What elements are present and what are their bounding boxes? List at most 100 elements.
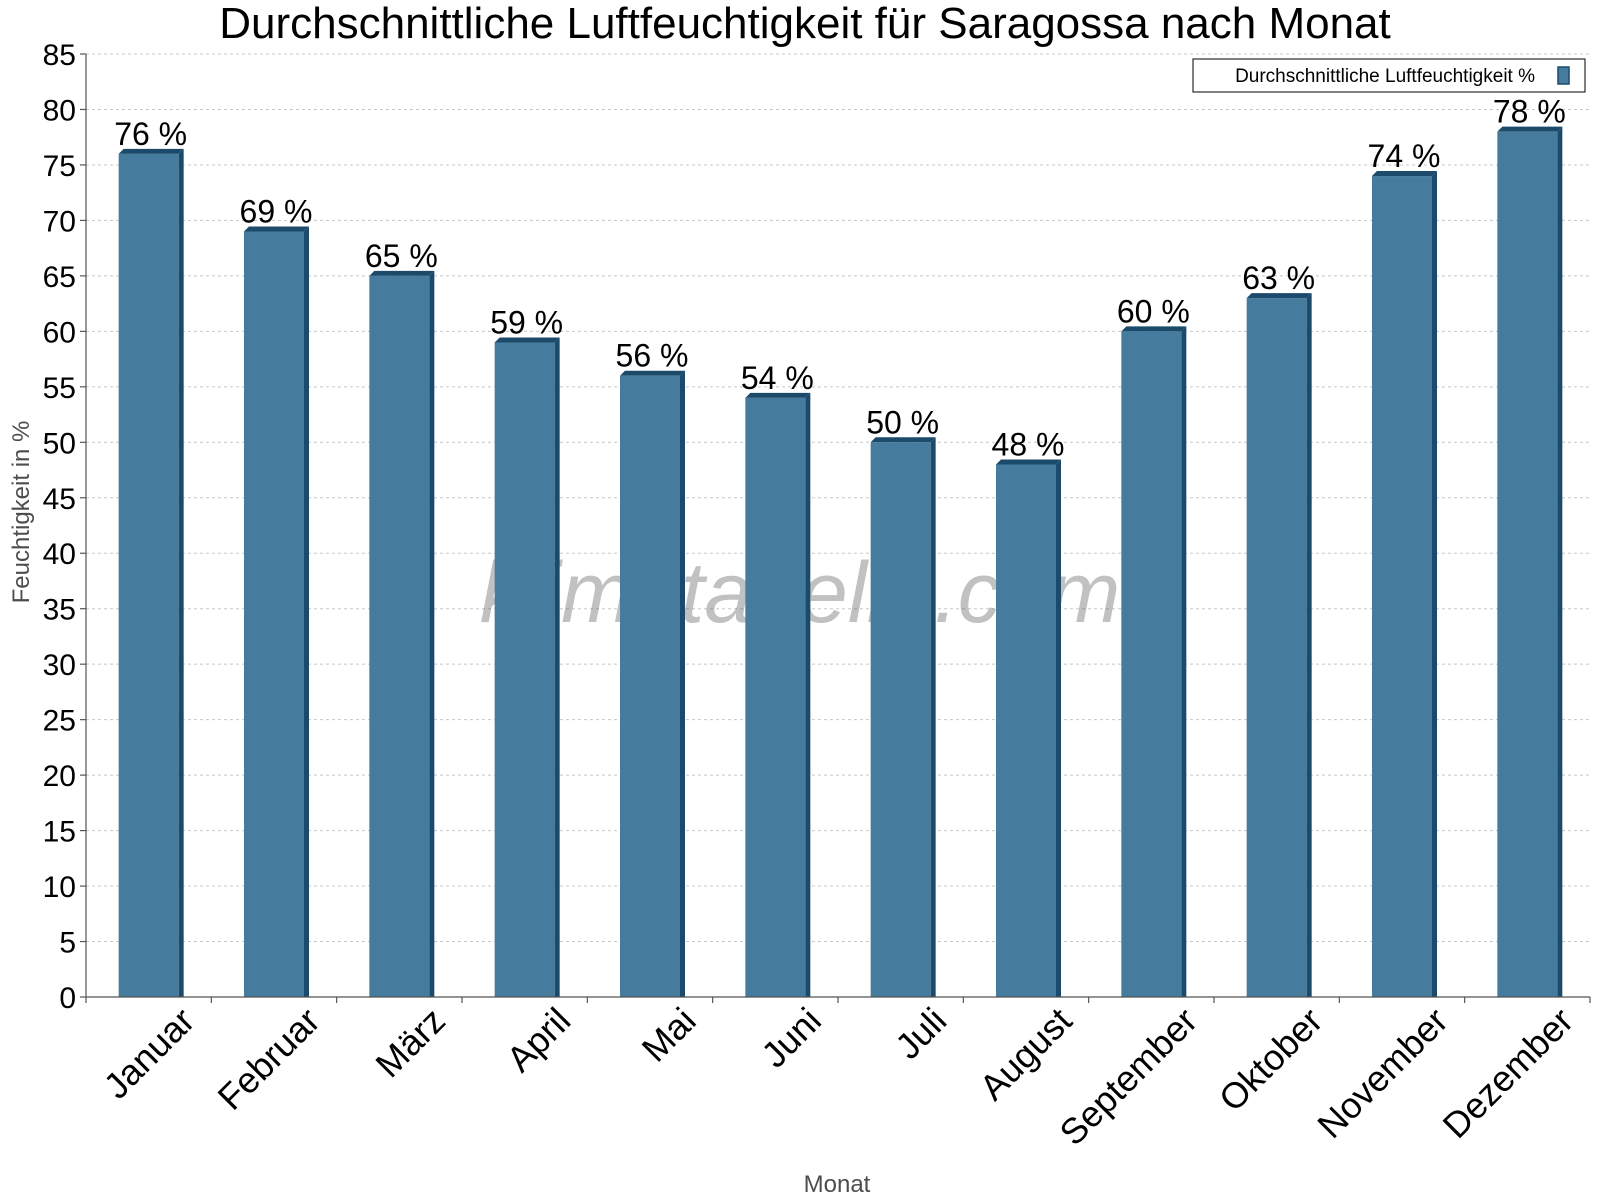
x-tick-label: September [1051,1000,1205,1154]
data-label: 59 % [490,304,563,340]
y-tick-label: 80 [43,94,76,127]
bar-side [178,148,184,998]
x-tick-label: April [498,1000,578,1080]
bar [1121,331,1182,998]
bar-side [1056,459,1061,997]
bar-group: 78 % [1493,94,1566,998]
y-tick-label: 10 [43,871,76,904]
x-tick-label: Juni [753,1000,829,1076]
data-label: 50 % [866,404,939,440]
bar [620,375,680,998]
data-label: 69 % [240,194,313,230]
chart-title: Durchschnittliche Luftfeuchtigkeit für S… [219,0,1391,48]
bar-top [870,437,936,443]
bar [369,275,430,998]
data-label: 60 % [1117,293,1190,329]
bar-side [304,226,309,998]
data-label: 78 % [1493,94,1566,130]
bar-top [620,370,685,376]
bar [494,342,555,998]
y-tick-label: 0 [59,982,76,1015]
legend-swatch [1557,66,1570,85]
x-tick-label: November [1309,1000,1455,1146]
data-label: 54 % [741,360,814,396]
x-tick-labels: Januar Februar März April Mai Juni Juli AugustS… [95,1000,1581,1154]
y-tick-label: 30 [43,649,76,682]
y-axis-label: Feuchtigkeit in % [8,421,35,604]
y-tick-label: 20 [43,760,76,793]
bar-side [1557,126,1563,998]
bar [1497,131,1558,998]
y-tick-label: 5 [59,927,76,960]
bar-top [369,270,435,276]
bar-top [996,459,1061,465]
y-tick-label: 40 [43,538,76,571]
bar-side [429,270,435,998]
x-tick-label: Januar [95,1000,202,1107]
x-axis-label: Monat [804,1171,871,1198]
y-tick-label: 50 [43,427,76,460]
bar-top [1372,171,1437,177]
x-tick-label: Oktober [1211,1000,1331,1120]
bar-group: 63 % [1242,260,1315,998]
bar-top [1497,126,1563,132]
bar-group: 56 % [616,338,689,998]
y-tick-label: 45 [43,483,76,516]
legend-box [1192,58,1586,93]
bar-group: 54 % [741,360,814,998]
bar-side [1306,293,1312,998]
bar [996,464,1056,997]
bar-top [494,337,560,343]
data-label: 56 % [616,338,689,374]
bar-side [805,392,811,998]
x-tick-label: März [367,1000,453,1086]
x-tick-label: Juli [887,1000,954,1067]
bar-group: 76 % [114,116,187,998]
data-label: 48 % [992,426,1065,462]
y-tick-label: 85 [43,39,76,72]
y-tick-label: 15 [43,816,76,849]
y-tick-label: 65 [43,261,76,294]
x-tick-label: August [971,1000,1079,1108]
bar-top [1121,326,1187,332]
bar-group: 59 % [490,304,563,998]
bar-side [930,437,936,997]
y-tick-label: 70 [43,205,76,238]
data-label: 74 % [1368,138,1441,174]
y-tick-label: 75 [43,150,76,183]
bar-side [554,337,560,998]
y-tick-label: 35 [43,594,76,627]
legend-label: Durchschnittliche Luftfeuchtigkeit % [1235,66,1535,87]
bar-group: 50 % [866,404,939,997]
x-tick-label: Dezember [1435,1000,1581,1146]
axes [80,53,1591,1003]
x-tick-label: Mai [634,1000,704,1070]
data-label: 76 % [114,116,187,152]
bar-group: 74 % [1368,138,1441,998]
y-tick-labels: 0 5 10 15 20 25 30 35 40 45 50 55 60 65 70 75 80 85 [43,39,76,1015]
data-label: 63 % [1242,260,1315,296]
data-label: 65 % [365,238,438,274]
bars: 76 % 69 % 65 % 59 % 56 % 54 % 50 % 48 % 60 % 63 %… [114,94,1566,998]
bar [870,442,931,997]
bar-side [680,370,685,998]
bar-top [1246,293,1312,299]
bar-group: 65 % [365,238,438,998]
bar [1372,176,1432,998]
y-tick-label: 55 [43,372,76,405]
bar-top [118,148,184,154]
legend: Durchschnittliche Luftfeuchtigkeit % [1192,58,1586,93]
bar-group: 48 % [992,426,1065,997]
bar-side [1181,326,1187,998]
bar-group: 69 % [240,194,313,998]
bar [1246,298,1307,998]
bar [118,153,179,998]
bar-group: 60 % [1117,293,1190,998]
bar [244,231,304,998]
y-tick-label: 25 [43,705,76,738]
y-tick-label: 60 [43,316,76,349]
bar [745,397,806,998]
gridlines [86,53,1590,943]
